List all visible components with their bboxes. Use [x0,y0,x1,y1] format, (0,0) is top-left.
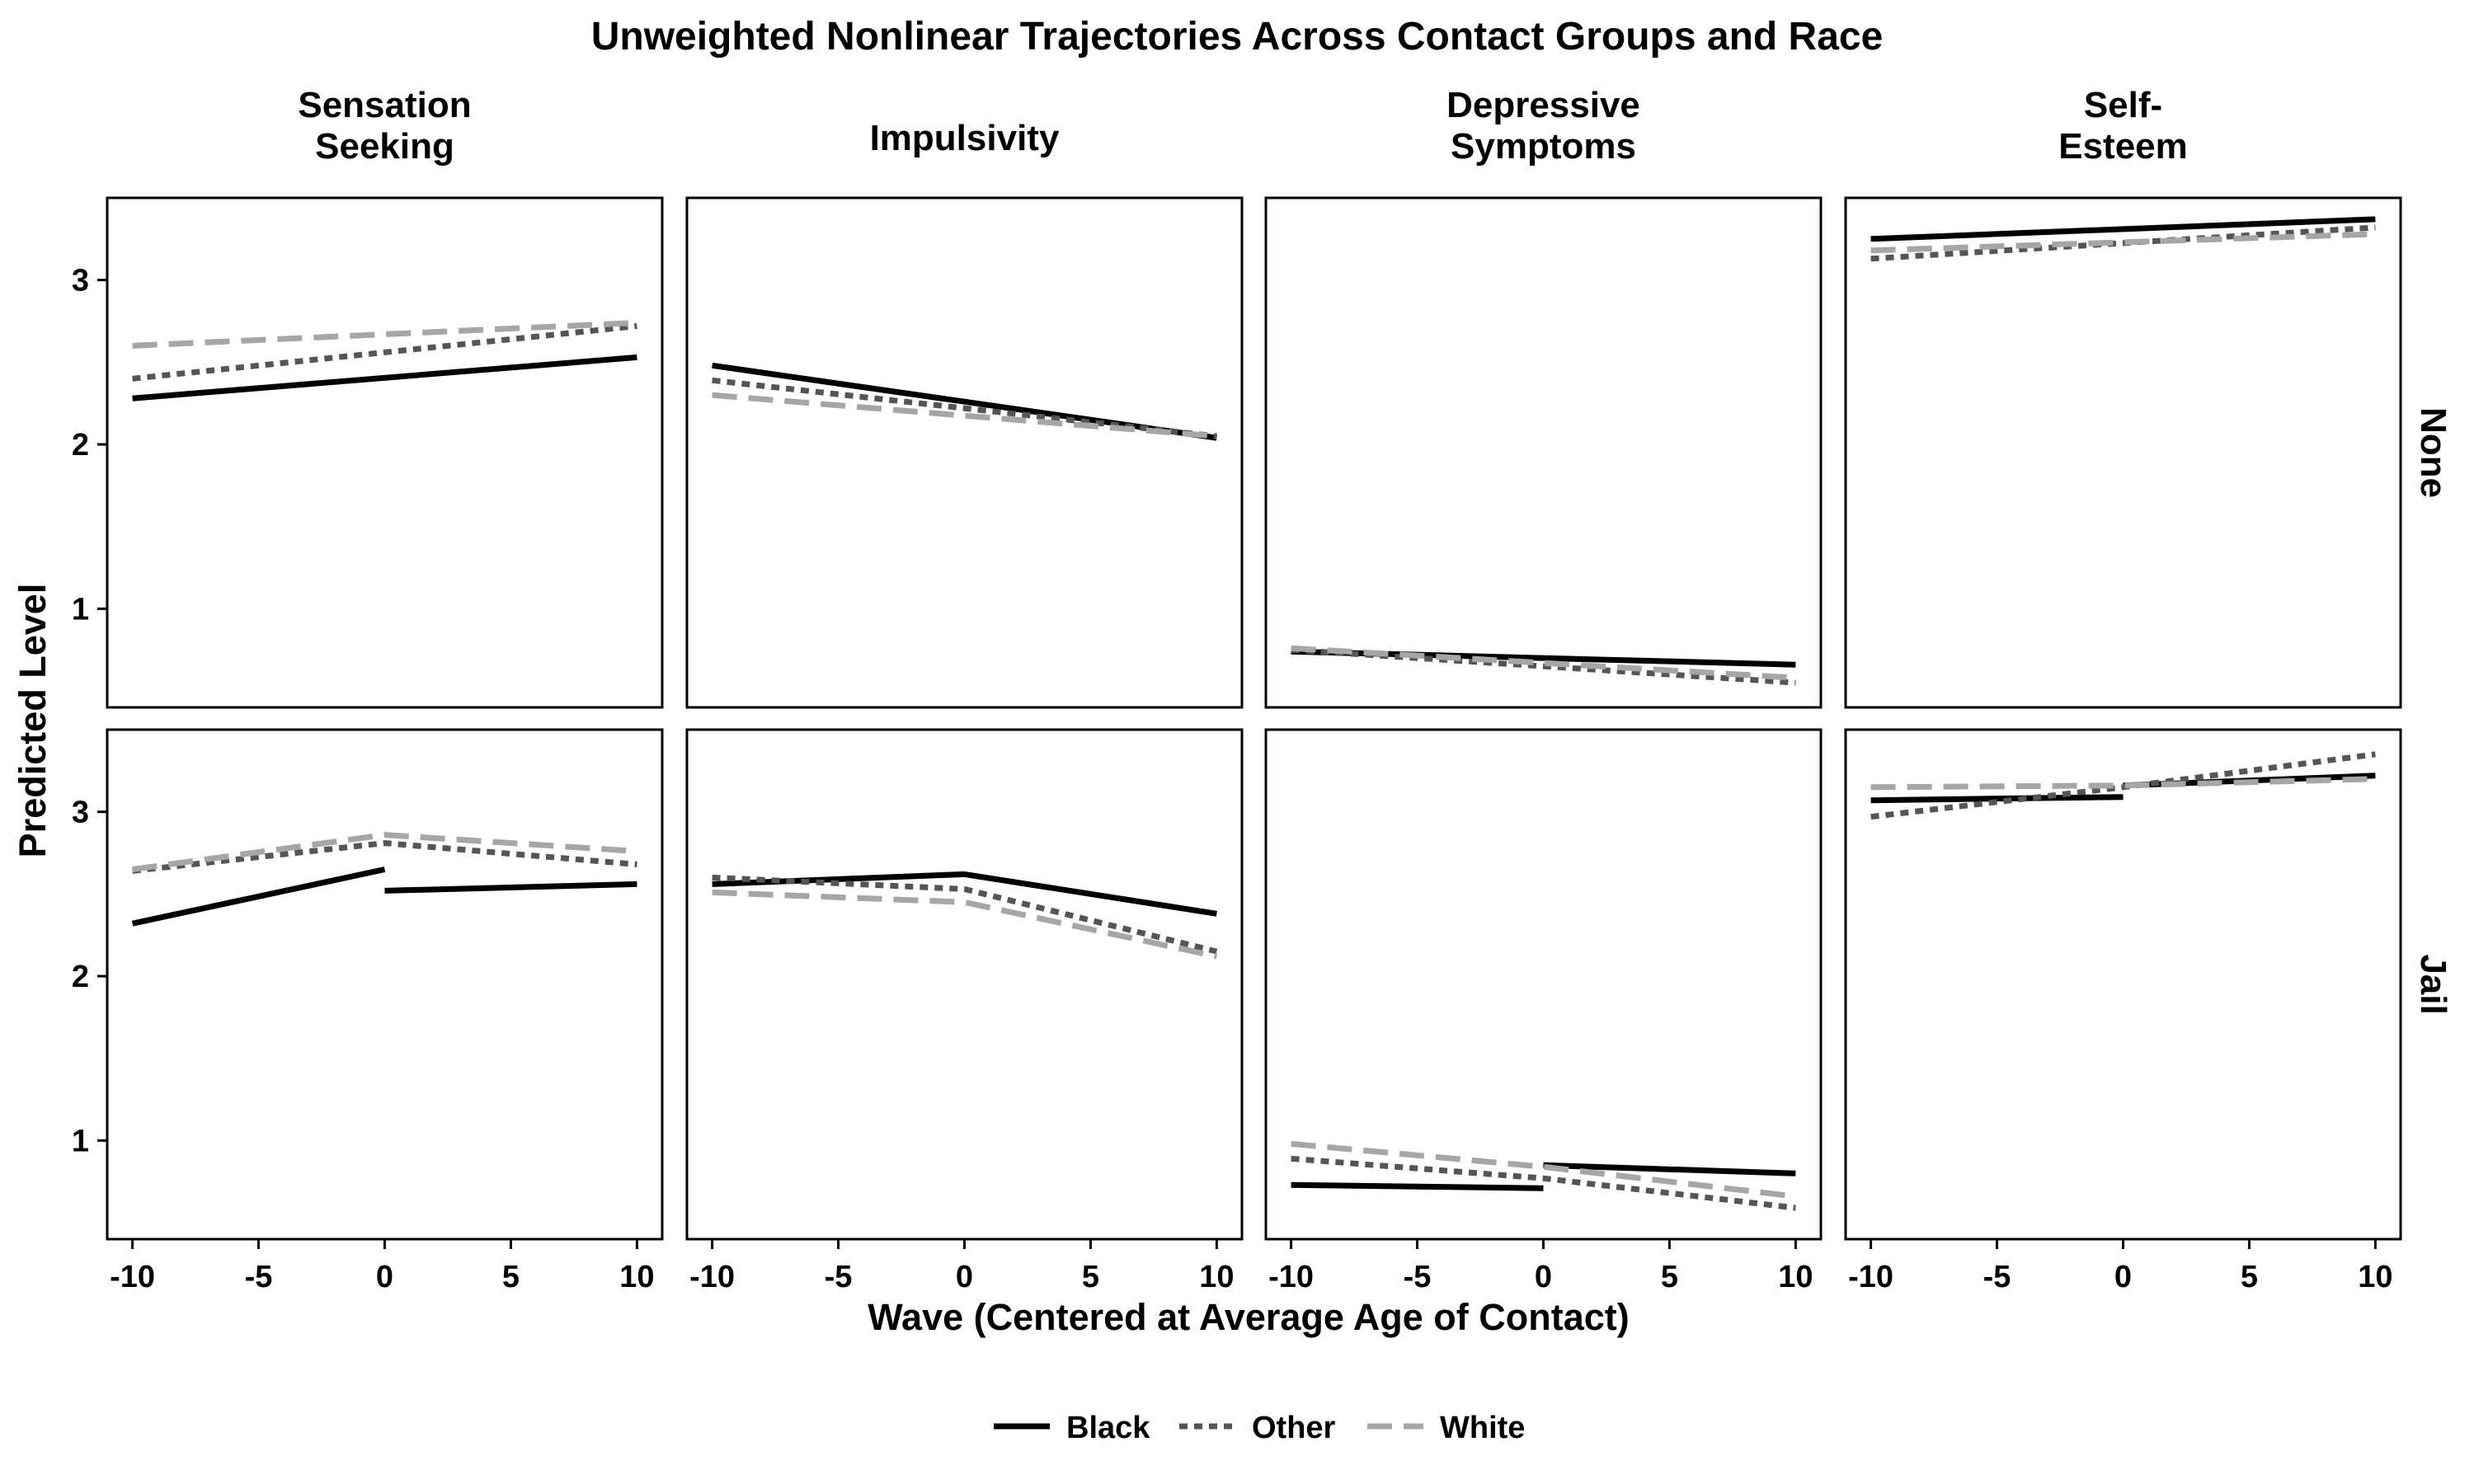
series-line-white [1291,1140,1796,1200]
panel-jail-depressive: -10 -5 0 5 10 [1264,728,1823,1294]
chart-title: Unweighted Nonlinear Trajectories Across… [591,15,1884,59]
panel-border [1264,728,1823,1241]
legend-label-black: Black [1066,1411,1150,1445]
series-line-white [1870,776,2376,791]
x-tick-label: 10 [619,1260,654,1294]
series-line-other [712,874,1218,955]
y-axis-title: Predicted Level [12,584,54,858]
x-tick-label: 10 [1199,1260,1234,1294]
x-tick-label: -10 [1268,1260,1314,1294]
legend: Black Other White [994,1411,1525,1445]
series-line-other [1870,751,2376,820]
row-strip-label: Jail [2413,954,2453,1014]
x-tick-label: -5 [825,1260,853,1294]
x-tick-label: 10 [1778,1260,1813,1294]
panel-border [1844,196,2402,709]
row-strip-label: None [2413,407,2453,498]
series-line-black [1870,794,2124,804]
panel-border [685,196,1244,709]
series-line-white [712,889,1218,960]
series-line-other [132,840,637,874]
series-line-other [1291,1155,1796,1211]
series-line-white [1870,231,2376,254]
column-strip-label: Depressive [1446,85,1640,125]
legend-label-white: White [1440,1411,1525,1445]
x-axis-title: Wave (Centered at Average Age of Contact… [868,1296,1630,1338]
series-line-other [132,323,637,382]
series-line-black [1291,1181,1544,1191]
x-tick-label: 0 [956,1260,973,1294]
series-line-white [1291,645,1796,681]
x-tick-label: -10 [110,1260,155,1294]
x-tick-label: -5 [1404,1260,1432,1294]
series-line-black [384,881,637,894]
series-line-white [132,832,637,872]
panel-border [685,728,1244,1241]
column-strip-label: Impulsivity [870,118,1060,158]
y-tick-label: 1 [72,1124,89,1158]
legend-label-other: Other [1252,1411,1336,1445]
series-line-other [1870,224,2376,262]
x-tick-label: -5 [1983,1260,2011,1294]
panel-none-selfesteem [1844,196,2402,709]
y-tick-label: 3 [72,796,89,830]
panel-border [106,728,664,1241]
x-tick-label: -5 [245,1260,273,1294]
x-tick-label: 0 [2114,1260,2132,1294]
x-tick-label: 5 [1661,1260,1678,1294]
x-tick-label: -10 [1848,1260,1893,1294]
y-tick-label: 1 [72,592,89,627]
panel-none-depressive [1264,196,1823,709]
x-tick-label: 10 [2358,1260,2392,1294]
series-line-black [712,871,1217,917]
panel-border [1844,728,2402,1241]
series-line-white [712,392,1217,439]
x-tick-label: 5 [1082,1260,1099,1294]
panel-jail-impulsivity: -10 -5 0 5 10 [685,728,1244,1294]
y-tick-label: 2 [72,428,89,463]
panel-border [1264,196,1823,709]
column-strip-label: Sensation [298,85,471,125]
x-tick-label: -10 [689,1260,735,1294]
column-strip-label: Self- [2084,85,2162,125]
x-tick-label: 0 [376,1260,393,1294]
panel-none-sensation: 1 2 3 [72,196,664,709]
column-strip-label: Symptoms [1451,126,1636,167]
series-line-black [131,866,386,927]
panel-jail-selfesteem: -10 -5 0 5 10 [1844,728,2402,1294]
series-line-white [132,320,637,349]
series-line-black [1870,216,2376,242]
x-tick-label: 5 [502,1260,520,1294]
panel-jail-sensation: 1 2 3 -10 -5 0 5 10 [72,728,664,1294]
panel-border [106,196,664,709]
x-tick-label: 5 [2241,1260,2258,1294]
y-tick-label: 3 [72,264,89,298]
series-line-black [132,354,637,402]
panel-none-impulsivity [685,196,1244,709]
y-tick-label: 2 [72,960,89,994]
series-line-black [1543,1162,1796,1176]
x-tick-label: 0 [1535,1260,1552,1294]
column-strip-label: Esteem [2058,126,2188,167]
column-strip-label: Seeking [315,126,454,167]
series-line-other [1291,646,1796,686]
